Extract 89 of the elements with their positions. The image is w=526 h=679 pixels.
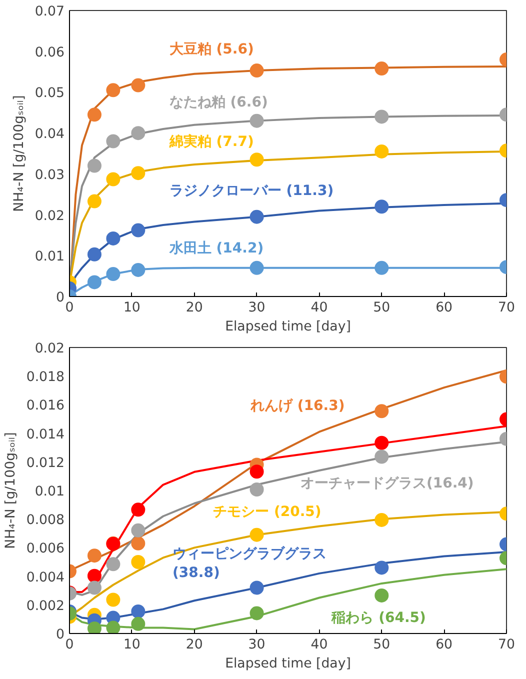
point (87, 548, 102, 563)
point (106, 620, 120, 634)
x-tick-label: 30 (248, 638, 266, 652)
point (131, 523, 146, 538)
y-tick-label: 0.018 (26, 370, 64, 386)
point (87, 622, 102, 634)
y-tick-label: 0.05 (34, 86, 65, 102)
y-tick-label: 0.06 (34, 45, 65, 60)
point (87, 580, 102, 595)
y-tick-label: 0.008 (26, 513, 64, 528)
y-tick-label: 0.01 (34, 484, 65, 500)
point (87, 275, 102, 290)
y-tick-label: 0.02 (34, 342, 65, 356)
y-tick-label: 0 (56, 290, 65, 306)
series-label: なたね粕 (6.6) (169, 94, 268, 110)
x-axis-title: Elapsed time [day] (225, 656, 351, 672)
point (250, 114, 264, 128)
y-tick-label: 0.02 (34, 208, 65, 224)
x-tick-label: 20 (186, 638, 203, 652)
point (106, 557, 120, 572)
point (131, 78, 146, 92)
point (374, 200, 389, 214)
x-tick-label: 10 (123, 638, 140, 652)
x-tick-label: 30 (248, 300, 266, 316)
x-axis-title: Elapsed time [day] (225, 320, 351, 334)
y-tick-label: 0.07 (34, 4, 65, 20)
y-axis-title: NH₄-N [g/100gₛₒᵢₗ] (3, 432, 18, 549)
point (106, 134, 120, 148)
x-tick-label: 70 (498, 300, 515, 316)
point (131, 555, 146, 569)
x-tick-label: 10 (123, 300, 140, 316)
series-label: 綿実粕 (7.7) (168, 133, 254, 150)
point (250, 606, 264, 620)
y-tick-label: 0 (56, 628, 65, 642)
point (250, 528, 264, 542)
point (250, 482, 264, 496)
x-tick-label: 40 (310, 638, 328, 652)
x-tick-label: 20 (186, 300, 203, 316)
point (250, 64, 264, 78)
point (87, 568, 102, 583)
y-tick-label: 0.016 (26, 398, 64, 414)
point (131, 502, 146, 517)
y-tick-label: 0.014 (26, 427, 64, 442)
series-label: 水田土 (14.2) (168, 240, 264, 256)
point (250, 580, 264, 595)
series-label: チモシー (20.5) (213, 504, 322, 520)
x-tick-label: 60 (436, 300, 453, 316)
x-tick-label: 50 (373, 638, 390, 652)
point (131, 616, 146, 631)
x-tick-label: 70 (498, 638, 515, 652)
y-tick-label: 0.006 (26, 542, 64, 557)
x-tick-label: 40 (310, 300, 328, 316)
point (374, 62, 389, 76)
point (106, 172, 120, 186)
point (250, 152, 264, 167)
series-label: 稲わら (64.5) (330, 610, 426, 626)
point (106, 83, 120, 98)
text: れんげ (16.3) (250, 398, 345, 414)
point (131, 604, 146, 618)
series-label: オーチャードグラス(16.4) (300, 475, 474, 492)
point (131, 262, 146, 277)
x-tick-label: 50 (373, 300, 390, 316)
point (87, 247, 102, 262)
point (131, 126, 146, 140)
point (106, 592, 120, 607)
point (106, 231, 120, 246)
series-label: ラジノクローバー (11.3) (169, 183, 334, 200)
y-tick-label: 0.012 (26, 456, 64, 471)
point (250, 210, 264, 224)
point (106, 267, 120, 282)
point (87, 158, 102, 173)
point (131, 536, 146, 550)
y-tick-label: 0.01 (34, 250, 65, 265)
y-tick-label: 0.04 (34, 127, 65, 142)
x-tick-label: 60 (436, 638, 453, 652)
point (131, 166, 146, 180)
point (131, 223, 146, 238)
point (250, 464, 264, 479)
y-tick-label: 0.004 (26, 570, 64, 586)
point (374, 144, 389, 158)
y-axis-title: NH₄-N [g/100gₛₒᵢₗ] (12, 95, 27, 212)
y-tick-label: 0.03 (34, 168, 65, 183)
point (87, 194, 102, 208)
point (374, 110, 389, 124)
point (87, 108, 102, 122)
point (250, 260, 264, 275)
point (374, 260, 389, 275)
y-tick-label: 0.002 (26, 598, 64, 614)
series-label: 大豆粕 (5.6) (169, 41, 254, 58)
